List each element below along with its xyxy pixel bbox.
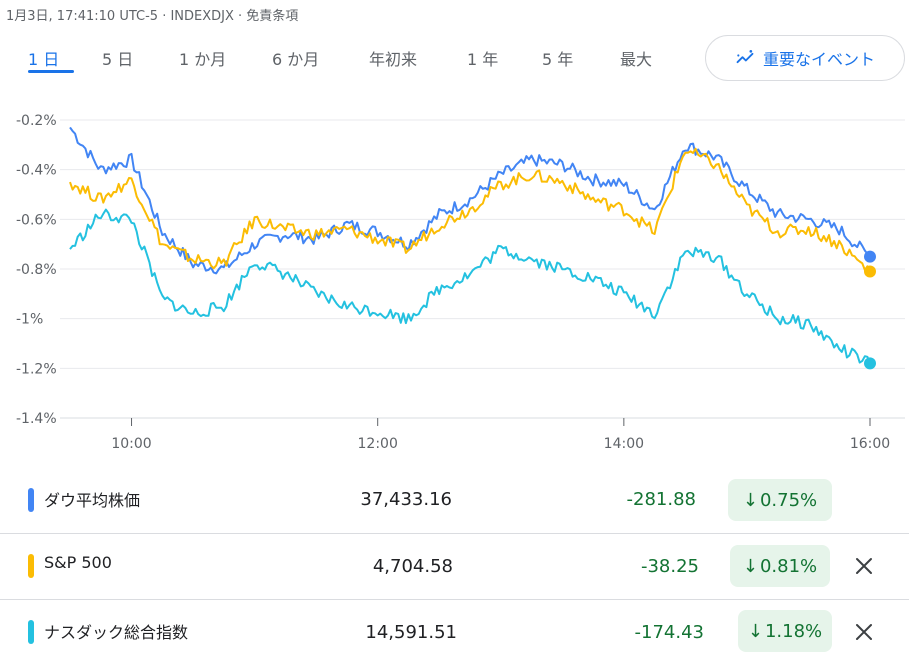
index-price: 14,591.51	[365, 622, 457, 643]
index-change: -281.88	[626, 489, 696, 510]
series-swatch	[28, 488, 34, 512]
series-swatch	[28, 620, 34, 644]
series-end-point	[864, 265, 876, 278]
quote-info: 1月3日, 17:41:10 UTC-5 · INDEXDJX · 免責条項	[6, 9, 299, 24]
y-tick-label: -1.2%	[16, 361, 57, 377]
series-line	[69, 208, 871, 364]
tab-6m[interactable]: 6 か月	[272, 50, 320, 69]
percent-badge: ↓ 0.81%	[730, 545, 830, 587]
y-tick-label: -0.4%	[16, 163, 57, 179]
key-events-label: 重要なイベント	[762, 50, 875, 69]
y-tick-label: -1.4%	[16, 411, 57, 427]
arrow-down-icon: ↓	[742, 555, 758, 577]
percent-badge: ↓ 1.18%	[738, 610, 832, 652]
y-tick-label: -0.6%	[16, 212, 57, 228]
x-tick-label: 14:00	[604, 436, 644, 452]
index-price: 4,704.58	[372, 556, 453, 577]
list-item-nasdaq[interactable]: ナスダック総合指数 14,591.51 -174.43 ↓ 1.18%	[0, 600, 909, 660]
percent-value: 0.81%	[759, 555, 818, 577]
tab-max[interactable]: 最大	[620, 50, 653, 69]
tab-5y[interactable]: 5 年	[542, 50, 574, 69]
x-tick-label: 16:00	[850, 436, 890, 452]
list-item-dow[interactable]: ダウ平均株価 37,433.16 -281.88 ↓ 0.75%	[0, 468, 909, 534]
tab-ytd[interactable]: 年初来	[369, 50, 418, 69]
list-item-sp500[interactable]: S&P 500 4,704.58 -38.25 ↓ 0.81%	[0, 534, 909, 600]
y-tick-label: -0.8%	[16, 262, 57, 278]
y-axis: -0.2% -0.4% -0.6% -0.8% -1% -1.2% -1.4%	[16, 113, 57, 427]
index-change: -38.25	[640, 556, 699, 577]
series-end-point	[864, 357, 876, 370]
x-tick-label: 10:00	[111, 436, 151, 452]
x-axis: 10:00 12:00 14:00 16:00	[60, 417, 905, 452]
index-name: S&P 500	[44, 553, 112, 572]
y-tick-label: -1%	[16, 312, 43, 328]
tab-1d[interactable]: 1 日	[28, 50, 60, 69]
index-name: ダウ平均株価	[44, 491, 141, 510]
series-end-point	[864, 250, 876, 263]
y-tick-label: -0.2%	[16, 113, 57, 129]
percent-value: 0.75%	[759, 489, 818, 511]
tab-1m[interactable]: 1 か月	[179, 50, 227, 69]
close-icon[interactable]	[852, 554, 876, 578]
range-tabs: 1 日 5 日 1 か月 6 か月 年初来 1 年 5 年 最大	[14, 40, 694, 80]
percent-value: 1.18%	[764, 620, 823, 642]
index-change: -174.43	[634, 622, 704, 643]
percent-badge: ↓ 0.75%	[728, 479, 832, 521]
intraday-line-chart: -0.2%-0.4%-0.6%-0.8%-1%-1.2%-1.4% 10:00 1…	[16, 113, 905, 452]
tab-1y[interactable]: 1 年	[467, 50, 499, 69]
series-swatch	[28, 554, 34, 578]
close-icon[interactable]	[852, 620, 876, 644]
x-tick-label: 12:00	[358, 436, 398, 452]
arrow-down-icon: ↓	[742, 489, 758, 511]
sparkline-icon	[736, 50, 754, 64]
index-price: 37,433.16	[360, 489, 452, 510]
chart-grid	[60, 119, 905, 419]
active-tab-underline	[28, 70, 74, 73]
key-events-button[interactable]: 重要なイベント	[705, 35, 905, 81]
arrow-down-icon: ↓	[747, 620, 763, 642]
series-line	[69, 147, 871, 272]
tab-5d[interactable]: 5 日	[102, 50, 134, 69]
series-line	[69, 126, 871, 275]
chart-series	[69, 126, 876, 370]
index-name: ナスダック総合指数	[44, 623, 189, 642]
